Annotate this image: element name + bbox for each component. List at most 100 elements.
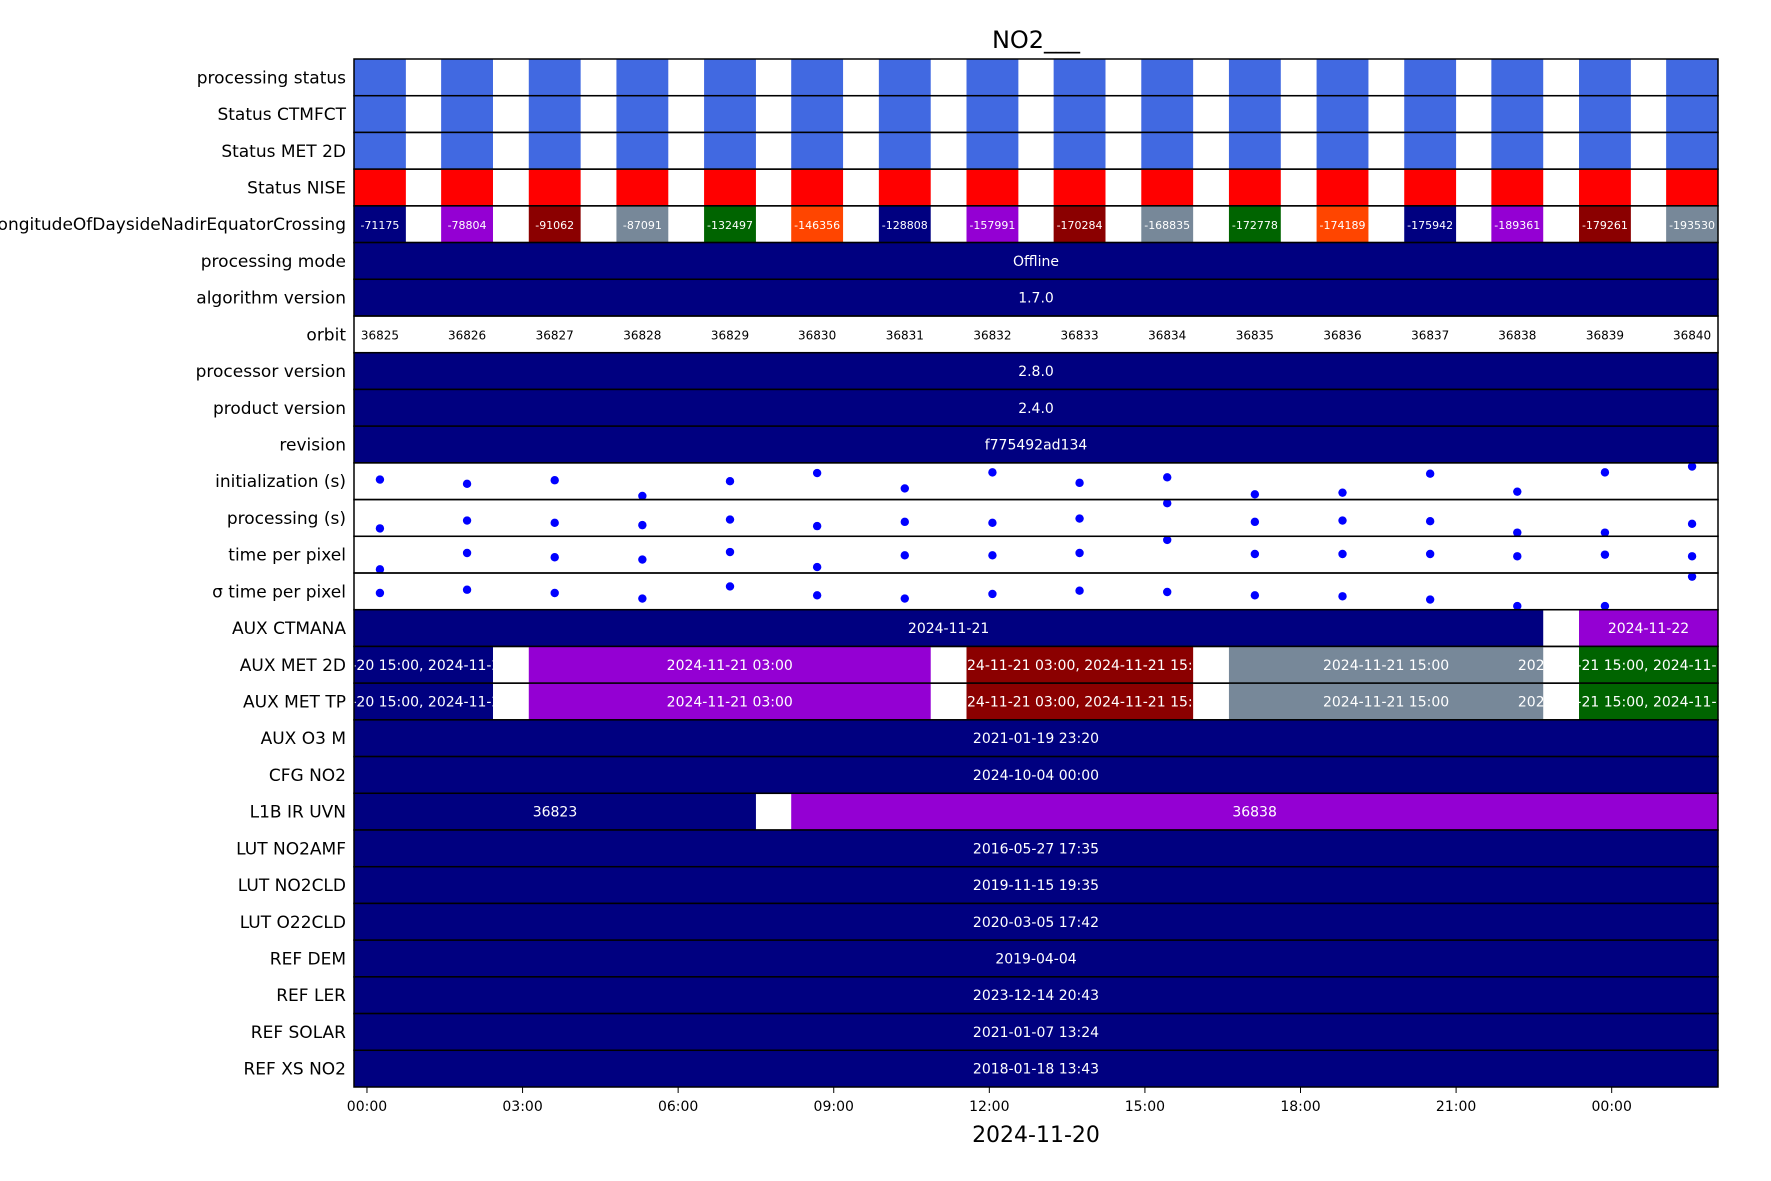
segment-label: 2024-11-20 15:00, 2024-11-21 03:00	[293, 695, 554, 711]
scatter-point	[1687, 552, 1697, 561]
orbit-label: 36835	[1236, 328, 1274, 342]
granule-bar	[878, 132, 931, 170]
scatter-point	[1338, 516, 1347, 525]
orbit-label: 36838	[1498, 328, 1536, 342]
segment-label: 2020-03-05 17:42	[973, 915, 1099, 931]
row-label: processing (s)	[227, 509, 346, 529]
segment-bar	[1228, 646, 1544, 684]
granule-value: -91062	[535, 219, 574, 232]
granule-bar	[616, 169, 669, 206]
granule-bar	[704, 205, 756, 243]
row-ref-dem: REF DEM 2019-04-04	[270, 939, 1719, 978]
granule-bar	[1228, 205, 1281, 243]
segment-label: Offline	[1013, 254, 1059, 270]
orbit-label: 36836	[1323, 328, 1361, 342]
row-frame	[353, 1049, 1719, 1088]
scatter-point	[1513, 552, 1522, 561]
granule-bar	[1666, 95, 1718, 133]
x-axis: 00:00 03:00 06:00 09:00 12:00 15:00 18:00 21:00…	[347, 1087, 1632, 1115]
scatter-point	[988, 468, 997, 477]
row-plot: 2019-11-15 19:35	[354, 866, 1718, 904]
row-label: processing mode	[201, 252, 346, 272]
scatter-point	[1163, 587, 1172, 597]
granule-bar	[528, 169, 581, 206]
scatter-point	[1163, 499, 1172, 508]
granule-bar	[441, 95, 493, 133]
row-label: L1B IR UVN	[250, 803, 346, 823]
row-label: AUX MET TP	[243, 693, 346, 713]
granule-value: -78804	[448, 219, 487, 232]
segment-bar	[354, 1013, 1718, 1051]
row-plot: 2019-04-04	[354, 940, 1718, 977]
row-lut-no2cld: LUT NO2CLD 2019-11-15 19:35	[238, 865, 1719, 905]
orbit-label: 36837	[1411, 328, 1449, 342]
scatter-point	[1425, 517, 1435, 526]
granule-value: -170284	[1057, 219, 1103, 232]
chart-rows: processing status Status CTMFCT Status MET…	[0, 58, 1771, 1088]
row-plot	[354, 132, 1718, 170]
scatter-point	[1250, 591, 1260, 600]
orbit-label: 36825	[361, 328, 399, 342]
row-plot: 2024-11-21 2024-11-22	[354, 609, 1718, 647]
granule-bar	[878, 169, 931, 206]
row-processing-status: processing status	[197, 58, 1719, 97]
scatter-point	[1513, 601, 1522, 611]
scatter-point	[900, 594, 909, 603]
segment-label: 2024-11-21 15:00, 2024-11-22 03:00	[1518, 658, 1771, 674]
row-label: initialization (s)	[215, 472, 346, 492]
segment-bar	[354, 426, 1718, 463]
scatter-point	[462, 479, 472, 489]
granule-bar	[966, 169, 1019, 206]
segment-label: 2024-11-21 03:00, 2024-11-21 15:00	[949, 695, 1210, 711]
segment-bar	[1579, 646, 1718, 684]
granule-bar	[1228, 95, 1281, 133]
orbit-label: 36829	[711, 328, 749, 342]
granule-bar	[704, 95, 756, 133]
granule-bar	[1053, 205, 1106, 243]
granule-bar	[1404, 205, 1457, 243]
scatter-point	[812, 591, 822, 600]
segment-label: 36823	[533, 805, 578, 821]
scatter-point	[1250, 517, 1260, 527]
segment-bar	[354, 940, 1718, 977]
segment-bar	[354, 609, 1544, 647]
segment-bar	[354, 646, 493, 684]
row-plot: 2024-11-20 15:00, 2024-11-21 03:00 2024-1…	[293, 683, 1718, 720]
granule-bar	[528, 95, 581, 133]
scatter-point	[375, 524, 385, 533]
granule-bar	[441, 132, 493, 170]
segment-label: 2019-04-04	[995, 952, 1076, 968]
granule-bar	[1404, 59, 1457, 96]
granule-bar	[1404, 95, 1457, 133]
granule-value: -132497	[707, 219, 753, 232]
granule-bar	[528, 132, 581, 170]
scatter-point	[1075, 548, 1084, 558]
scatter-point	[1250, 549, 1260, 559]
granule-bar	[441, 59, 493, 96]
granule-value: -172778	[1232, 219, 1278, 232]
granule-bar	[1141, 95, 1194, 133]
segment-bar	[354, 719, 1718, 757]
granule-bar	[1491, 59, 1544, 96]
orbit-label: 36834	[1148, 328, 1186, 342]
scatter-point	[1075, 478, 1084, 488]
scatter-point	[375, 565, 385, 574]
scatter-point	[988, 589, 997, 599]
row-l1b-ir-uvn: L1B IR UVN 36823 36838	[250, 792, 1719, 831]
granule-bar	[1666, 205, 1718, 243]
granule-bar	[966, 132, 1019, 170]
scatter-point	[638, 491, 647, 501]
row-revision: revision f775492ad134	[279, 425, 1719, 464]
orbit-label: 36830	[798, 328, 836, 342]
scatter-point	[1513, 528, 1522, 537]
scatter-point	[1075, 586, 1084, 595]
granule-bar	[1141, 169, 1194, 206]
scatter-point	[725, 547, 735, 557]
orbit-label: 36828	[623, 328, 661, 342]
scatter-point	[550, 553, 559, 562]
row-algorithm-version: algorithm version 1.7.0	[196, 278, 1719, 317]
scatter-point	[900, 517, 909, 527]
granule-bar	[791, 59, 844, 96]
granule-bar	[1491, 169, 1544, 206]
row-ref-xs-no2: REF XS NO2 2018-01-18 13:43	[244, 1049, 1719, 1088]
